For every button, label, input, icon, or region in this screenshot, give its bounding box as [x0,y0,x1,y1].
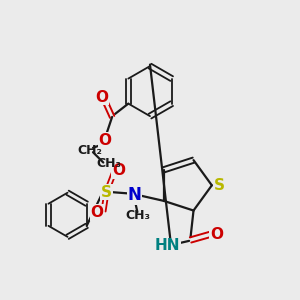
Text: CH₂: CH₂ [78,144,103,157]
Text: O: O [112,163,125,178]
Text: O: O [91,205,103,220]
Text: S: S [214,178,225,193]
Text: CH₃: CH₃ [125,209,150,222]
Text: O: O [210,226,223,242]
Text: CH₃: CH₃ [97,158,122,170]
Text: S: S [101,184,112,200]
Text: HN: HN [154,238,180,253]
Text: O: O [98,133,111,148]
Text: N: N [128,186,141,204]
Text: O: O [95,90,108,105]
